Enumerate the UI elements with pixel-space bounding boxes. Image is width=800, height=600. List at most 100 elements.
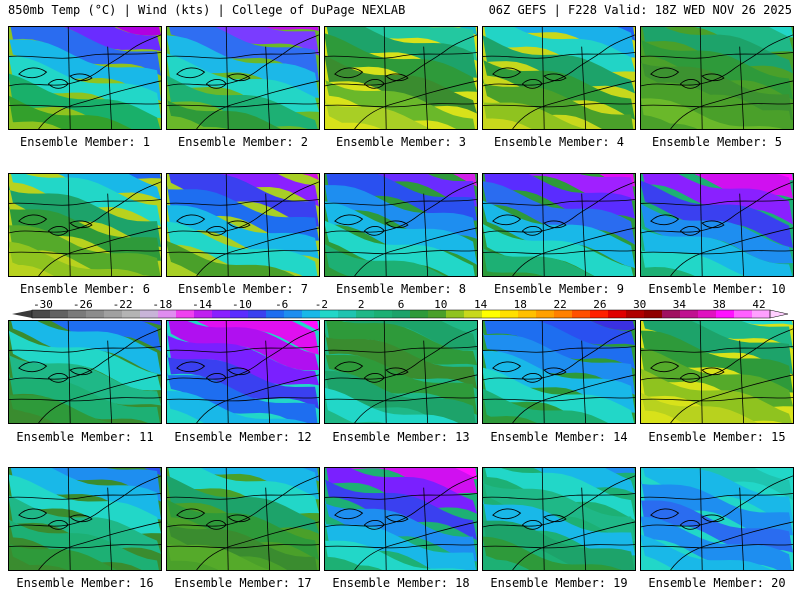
great-lake-outline [679,226,701,236]
temperature-band [643,468,793,522]
temperature-band [325,78,475,129]
temperature-band [344,321,477,351]
colorbar-segment [464,310,483,318]
map-border-line [325,397,477,402]
colorbar-tick-label: -14 [192,298,213,311]
map-border-line [167,493,319,500]
ensemble-member-label: Ensemble Member: 4 [493,135,625,149]
temperature-band [484,468,635,521]
map-border-line [167,250,319,255]
great-lake-outline [334,361,364,373]
great-lake-outline [543,73,567,82]
temperature-band [483,245,595,276]
map-border-line [325,346,477,353]
map-border-line [483,34,635,87]
map-border-line [9,493,161,500]
great-lake-outline [334,508,364,520]
great-lake-outline [69,220,93,229]
temperature-band [9,495,161,554]
map-border-line [641,328,793,381]
map-border-line [38,227,161,276]
ensemble-member-label: Ensemble Member: 9 [493,282,625,296]
colorbar-tick-label: 30 [633,298,647,311]
great-lake-outline [205,373,227,383]
great-lake-outline [176,361,206,373]
temperature-band [167,390,308,423]
ensemble-member-label: Ensemble Member: 10 [648,282,786,296]
colorbar-tick-label: 18 [513,298,527,311]
map-border-line [670,521,793,570]
great-lake-outline [701,514,725,523]
map-border-line [383,174,387,276]
temperature-band [350,174,477,207]
temperature-band [483,499,635,556]
ensemble-member-label: Ensemble Member: 1 [19,135,151,149]
colorbar-segment [248,310,267,318]
map-border-line [196,374,319,423]
temperature-band [325,33,477,93]
map-border-line [9,475,161,528]
map-border-line [641,475,793,528]
colorbar-segment [536,310,555,318]
map-border-line [196,521,319,570]
temperature-band [325,408,354,423]
temperature-band [9,474,161,534]
temperature-band [483,265,544,276]
map-border-line [641,397,793,402]
temperature-band [325,387,459,423]
map-border-line [225,174,229,276]
colorbar-segment [500,310,519,318]
great-lake-outline [701,367,725,376]
map-border-line [699,174,703,276]
ensemble-member-19-map [482,467,636,571]
map-border-line [354,374,477,423]
map-border-line [107,487,113,570]
temperature-band [9,261,41,276]
map-border-line [641,544,793,549]
temperature-band [325,352,477,415]
temperature-band [483,536,622,570]
map-border-line [670,227,793,276]
great-lake-outline [492,214,522,226]
temperature-band [484,174,635,219]
great-lake-outline [47,520,69,530]
temperature-band [483,479,635,542]
ensemble-member-4-map [482,26,636,130]
map-border-line [641,346,793,353]
colorbar-segment [104,310,123,318]
ensemble-member-label: Ensemble Member: 16 [16,576,154,590]
ensemble-member-12-map [166,320,320,424]
map-border-line [9,250,161,255]
map-border-line [265,487,271,570]
temperature-band [325,55,477,114]
map-border-line [483,250,635,255]
great-lake-outline [18,361,48,373]
map-border-line [423,487,429,570]
map-border-line [581,46,587,129]
great-lake-outline [227,367,251,376]
great-lake-outline [650,508,680,520]
temperature-band [325,519,477,570]
map-border-line [325,475,477,528]
temperature-band [326,468,477,514]
temperature-band [641,557,668,570]
map-border-line [354,80,477,129]
temperature-band [775,468,793,474]
colorbar-segment [230,310,249,318]
map-border-line [9,199,161,206]
great-lake-outline [701,73,725,82]
ensemble-member-label: Ensemble Member: 18 [332,576,470,590]
map-border-line [225,27,229,129]
colorbar-tick-label: -22 [112,298,133,311]
map-border-line [9,181,161,234]
temperature-band [483,519,635,570]
great-lake-outline [47,373,69,383]
map-border-line [67,468,71,570]
temperature-band [325,265,350,276]
map-border-line [512,374,635,423]
temperature-band [168,321,319,371]
great-lake-outline [543,514,567,523]
temperature-band [167,240,296,276]
temperature-band [9,352,161,406]
map-border-line [107,193,113,276]
